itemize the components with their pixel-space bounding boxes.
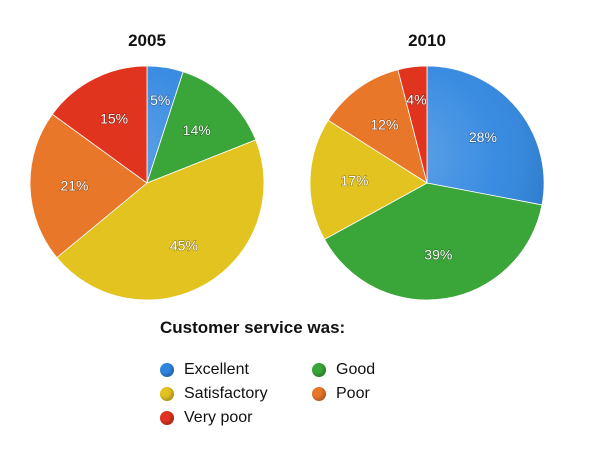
pie-2010-slice-poor (327, 69, 428, 184)
legend-item-very-poor: Very poor (160, 409, 252, 427)
pie-2005-label-good: 14% (183, 122, 211, 138)
legend-swatch-excellent (160, 363, 174, 377)
pie-2010-label-excellent: 28% (469, 129, 497, 145)
legend-item-good: Good (312, 361, 375, 379)
pie-2010-slice-good (323, 182, 543, 301)
legend-swatch-very-poor (160, 411, 174, 425)
pie-2010-label-poor: 12% (370, 116, 398, 132)
legend-label-satisfactory: Satisfactory (184, 385, 268, 402)
legend-swatch-good (312, 363, 326, 377)
pie-2010-label-satisfactory: 17% (340, 173, 368, 189)
pie-2010-slice-very-poor (397, 65, 428, 184)
pie-2010-label-good: 39% (424, 247, 452, 263)
legend-label-excellent: Excellent (184, 361, 249, 378)
pie-title-2005: 2005 (128, 31, 166, 50)
pie-title-2010: 2010 (408, 31, 446, 50)
pie-2005-label-very-poor: 15% (100, 110, 128, 126)
legend-label-poor: Poor (336, 385, 370, 402)
pie-2005-slice-good (146, 71, 257, 184)
legend-swatch-poor (312, 387, 326, 401)
legend-item-satisfactory: Satisfactory (160, 385, 268, 403)
pie-2010: 28% 39% 17% 12% 4% (309, 65, 545, 301)
pie-2005-label-satisfactory: 45% (170, 237, 198, 253)
pie-2005-slice-satisfactory (56, 139, 265, 301)
legend-title: Customer service was: (160, 318, 346, 337)
pie-2005-label-excellent: 5% (150, 92, 170, 108)
pie-2010-label-very-poor: 4% (406, 91, 426, 107)
pie-2005-slice-very-poor (51, 65, 148, 184)
pie-2005: 5% 14% 45% 21% 15% (29, 65, 265, 301)
legend-label-very-poor: Very poor (184, 409, 253, 426)
legend-item-poor: Poor (312, 385, 370, 403)
legend-label-good: Good (336, 361, 376, 378)
pie-2005-label-poor: 21% (60, 177, 88, 193)
legend-swatch-satisfactory (160, 387, 174, 401)
pie-2010-slice-satisfactory (309, 119, 428, 240)
legend-item-excellent: Excellent (160, 361, 249, 379)
pie-2005-slice-poor (29, 113, 148, 259)
